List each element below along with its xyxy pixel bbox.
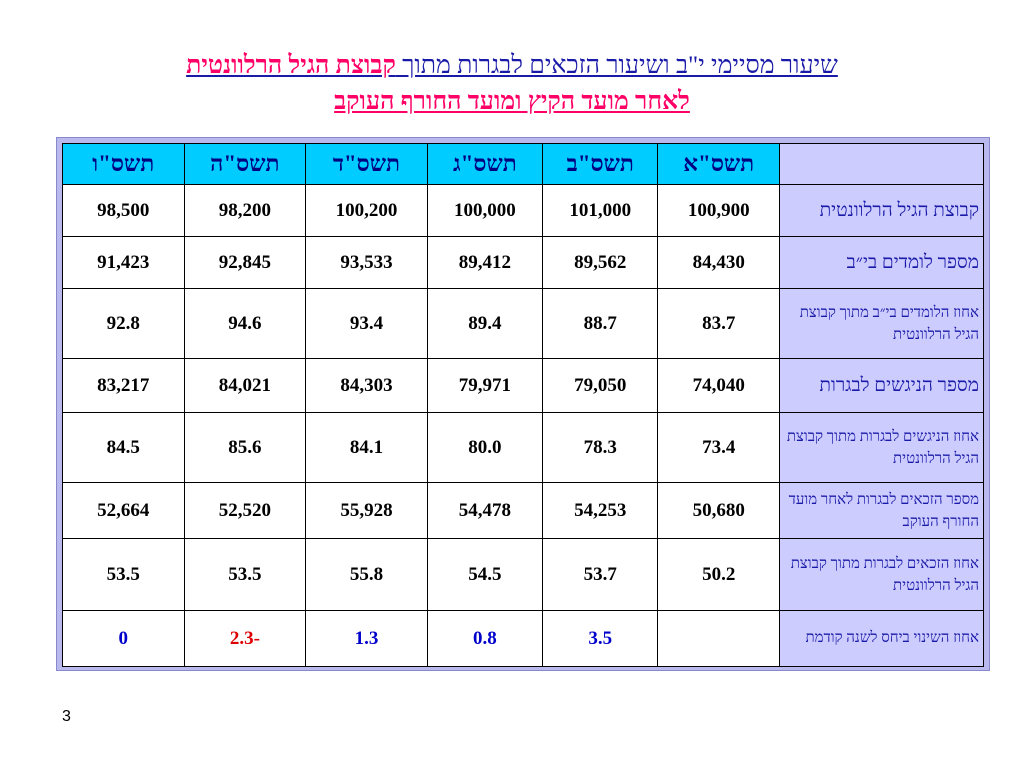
table-cell: 3.5 <box>542 610 659 667</box>
row-label: אחוז הזכאים לבגרות מתוך קבוצת הגיל הרלוו… <box>779 538 984 611</box>
year-header: תשס"א <box>657 143 781 185</box>
table-row: אחוז הניגשים לבגרות מתוך קבוצת הגיל הרלו… <box>62 412 984 483</box>
table-cell: 80.0 <box>426 412 544 483</box>
table-cell: 74,040 <box>657 358 781 413</box>
title-accent-text: קבוצת הגיל הרלוונטית <box>186 52 396 79</box>
row-label: קבוצת הגיל הרלוונטית <box>779 184 984 237</box>
table-cell: 92.8 <box>62 288 185 359</box>
table-cell: 100,200 <box>305 184 428 237</box>
slide-title: שיעור מסיימי י"ב ושיעור הזכאים לבגרות מת… <box>0 48 1024 120</box>
title-line-1: שיעור מסיימי י"ב ושיעור הזכאים לבגרות מת… <box>0 48 1024 84</box>
table-cell: 84.5 <box>62 412 185 483</box>
row-label: מספר הזכאים לבגרות לאחר מועד החורף העוקב <box>779 482 984 539</box>
year-header: תשס"ד <box>305 143 428 185</box>
table-cell: 92,845 <box>183 236 307 289</box>
table-cell: 73.4 <box>657 412 781 483</box>
table-cell: 54,253 <box>542 482 659 539</box>
table-cell: 89,412 <box>426 236 544 289</box>
table-row: אחוז השינוי ביחס לשנה קודמת 3.5 0.8 1.3 … <box>62 610 984 667</box>
table-row: אחוז הלומדים בי״ב מתוך קבוצת הגיל הרלוונ… <box>62 288 984 359</box>
table-cell <box>657 610 781 667</box>
table-cell: 93.4 <box>305 288 428 359</box>
table-cell: 84,303 <box>305 358 428 413</box>
table-cell: 55,928 <box>305 482 428 539</box>
row-label: מספר הניגשים לבגרות <box>779 358 984 413</box>
table-cell: 89,562 <box>542 236 659 289</box>
table-row: מספר הניגשים לבגרות 74,040 79,050 79,971… <box>62 358 984 413</box>
table-cell: 93,533 <box>305 236 428 289</box>
table-cell: 98,500 <box>62 184 185 237</box>
table-row: אחוז הזכאים לבגרות מתוך קבוצת הגיל הרלוו… <box>62 538 984 611</box>
table-cell: 52,520 <box>183 482 307 539</box>
table-row: מספר הזכאים לבגרות לאחר מועד החורף העוקב… <box>62 482 984 539</box>
table-cell: 53.5 <box>62 538 185 611</box>
table-cell: 79,971 <box>426 358 544 413</box>
corner-cell <box>779 143 984 185</box>
table-row: קבוצת הגיל הרלוונטית 100,900 101,000 100… <box>62 184 984 237</box>
table-cell: 0.8 <box>426 610 544 667</box>
title-line-2: לאחר מועד הקיץ ומועד החורף העוקב <box>334 88 690 115</box>
table-cell: 88.7 <box>542 288 659 359</box>
table-cell: 54,478 <box>426 482 544 539</box>
page-number: 3 <box>62 708 71 725</box>
table-cell: 53.7 <box>542 538 659 611</box>
table-cell: 83,217 <box>62 358 185 413</box>
row-label: אחוז הלומדים בי״ב מתוך קבוצת הגיל הרלוונ… <box>779 288 984 359</box>
table-cell: 100,900 <box>657 184 781 237</box>
table-cell: 89.4 <box>426 288 544 359</box>
title-main-text: שיעור מסיימי י"ב ושיעור הזכאים לבגרות מת… <box>395 52 838 79</box>
table-row: מספר לומדים בי״ב 84,430 89,562 89,412 93… <box>62 236 984 289</box>
table-cell: 79,050 <box>542 358 659 413</box>
table-cell: 53.5 <box>183 538 307 611</box>
table-cell: 84,021 <box>183 358 307 413</box>
year-header: תשס"ג <box>426 143 544 185</box>
table-cell: 83.7 <box>657 288 781 359</box>
table-cell: 50.2 <box>657 538 781 611</box>
table-cell: 50,680 <box>657 482 781 539</box>
row-label: אחוז הניגשים לבגרות מתוך קבוצת הגיל הרלו… <box>779 412 984 483</box>
row-label: מספר לומדים בי״ב <box>779 236 984 289</box>
table-frame: תשס"א תשס"ב תשס"ג תשס"ד תשס"ה תשס"ו קבוצ… <box>56 137 990 671</box>
table-cell: 0 <box>62 610 185 667</box>
table-cell: 91,423 <box>62 236 185 289</box>
table-cell: 78.3 <box>542 412 659 483</box>
table-cell: 1.3 <box>305 610 428 667</box>
table-cell: 54.5 <box>426 538 544 611</box>
table-cell: 101,000 <box>542 184 659 237</box>
year-header: תשס"ו <box>62 143 185 185</box>
year-header: תשס"ב <box>542 143 659 185</box>
table-cell: 94.6 <box>183 288 307 359</box>
year-header: תשס"ה <box>183 143 307 185</box>
table-cell: -2.3 <box>183 610 307 667</box>
table-cell: 100,000 <box>426 184 544 237</box>
table-cell: 85.6 <box>183 412 307 483</box>
table-cell: 98,200 <box>183 184 307 237</box>
data-table: תשס"א תשס"ב תשס"ג תשס"ד תשס"ה תשס"ו קבוצ… <box>62 143 984 667</box>
table-cell: 52,664 <box>62 482 185 539</box>
row-label: אחוז השינוי ביחס לשנה קודמת <box>779 610 984 667</box>
table-cell: 55.8 <box>305 538 428 611</box>
table-cell: 84.1 <box>305 412 428 483</box>
table-cell: 84,430 <box>657 236 781 289</box>
header-row: תשס"א תשס"ב תשס"ג תשס"ד תשס"ה תשס"ו <box>62 143 984 185</box>
